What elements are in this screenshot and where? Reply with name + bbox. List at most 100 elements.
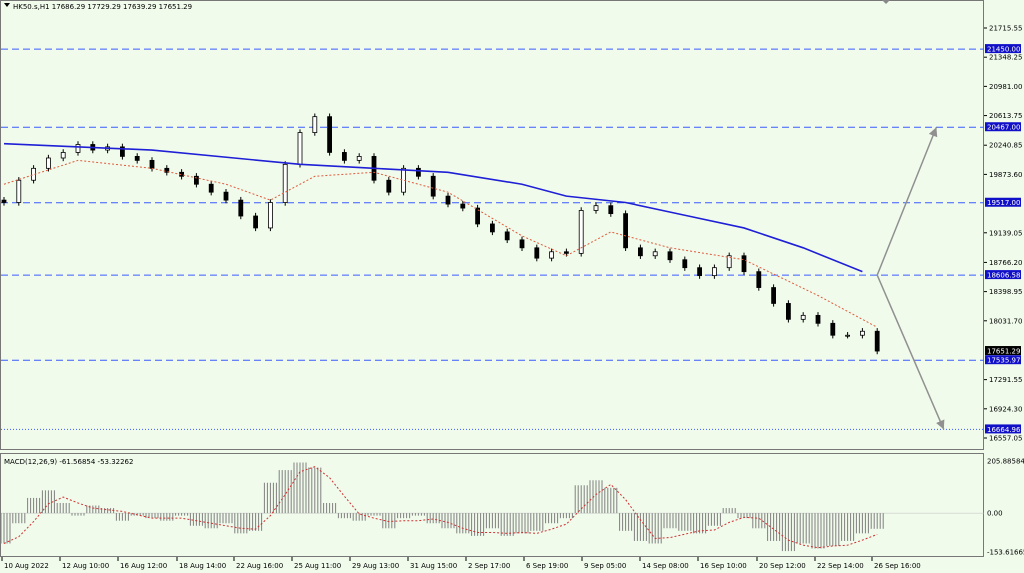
last-price-tag (985, 346, 1021, 356)
macd-signal-line (3, 466, 878, 549)
candle-body (341, 152, 347, 161)
candle-body (697, 267, 702, 277)
candle-body (415, 167, 421, 177)
macd-tick-label: 0.00 (987, 510, 1003, 518)
dropdown-triangle-icon[interactable] (4, 3, 10, 7)
candle-body (786, 303, 791, 320)
level-price-label: 17535.97 (987, 357, 1020, 365)
time-tick-label: 29 Aug 13:00 (352, 562, 399, 570)
macd-tick-label: 205.88584 (987, 458, 1024, 466)
candle-body (578, 210, 584, 254)
candle-body (253, 215, 259, 229)
candle-body (519, 239, 525, 249)
candle-body (401, 167, 407, 193)
candle-body (267, 202, 273, 229)
price-tick-label: 18398.95 (989, 288, 1022, 296)
time-axis: 10 Aug 2022 12 Aug 10:00 16 Aug 12:00 18 Au… (1, 557, 921, 570)
time-tick-label: 31 Aug 15:00 (410, 562, 457, 570)
price-tick-label: 18766.20 (989, 259, 1022, 267)
symbol-info: HK50.s,H1 17686.29 17729.29 17639.29 176… (13, 3, 192, 11)
price-tick-label: 21715.55 (989, 25, 1022, 33)
time-tick-label: 22 Sep 14:00 (817, 562, 864, 570)
candle-body (652, 251, 658, 257)
projection-layer (876, 126, 945, 430)
candle-body (726, 255, 732, 269)
candle-body (623, 213, 628, 249)
candle-body (682, 259, 688, 269)
time-tick-label: 12 Aug 10:00 (62, 562, 109, 570)
price-tick-label: 18031.70 (989, 317, 1022, 325)
level-price-tag (985, 424, 1021, 434)
time-tick-label: 16 Sep 10:00 (700, 562, 747, 570)
candle-body (327, 116, 333, 153)
level-price-label: 18606.58 (987, 272, 1020, 280)
time-tick-label: 2 Sep 17:00 (468, 562, 510, 570)
price-tick-label: 20613.75 (989, 112, 1022, 120)
candle-body (489, 223, 495, 233)
macd-layer (0, 462, 984, 552)
candle-body (282, 163, 288, 203)
level-price-label: 19517.00 (987, 199, 1020, 207)
macd-info: MACD(12,26,9) -61.56854 -53.32262 (4, 458, 133, 466)
projection-arrow (876, 126, 938, 276)
candle-body (712, 267, 717, 277)
price-tick-label: 19139.05 (989, 229, 1022, 237)
candle-body (223, 191, 229, 201)
candle-body (667, 251, 673, 261)
candle-body (845, 334, 850, 337)
candle-body (860, 330, 865, 336)
candle-body (549, 251, 554, 259)
macd-tick-label: -153.61665 (987, 549, 1024, 557)
candle-body (504, 231, 510, 241)
candle-body (815, 314, 821, 324)
price-tick-label: 19873.60 (989, 171, 1022, 179)
candle-body (534, 247, 540, 259)
candle-body (593, 205, 599, 211)
candle-body (756, 271, 762, 288)
candle-body (134, 156, 140, 161)
time-tick-label: 18 Aug 14:00 (179, 562, 226, 570)
candle-body (46, 157, 51, 169)
time-tick-label: 22 Aug 16:00 (236, 562, 283, 570)
candles-layer (1, 113, 880, 355)
time-tick-label: 6 Sep 19:00 (526, 562, 568, 570)
candle-body (771, 287, 776, 304)
level-price-label: 16664.96 (987, 426, 1021, 434)
candle-body (430, 175, 436, 197)
time-tick-label: 14 Sep 08:00 (642, 562, 689, 570)
ma-slow-line (3, 142, 863, 273)
candle-body (475, 207, 481, 225)
time-tick-label: 26 Sep 16:00 (874, 562, 921, 570)
level-price-label: 20467.00 (987, 124, 1020, 132)
time-tick-label: 16 Aug 12:00 (120, 562, 167, 570)
time-tick-label: 10 Aug 2022 (4, 562, 49, 570)
projection-arrow (876, 274, 945, 430)
price-tick-label: 16924.30 (989, 405, 1022, 413)
main-pane-border (0, 0, 984, 450)
candle-body (149, 159, 155, 169)
levels-layer (1, 48, 984, 430)
candle-body (164, 167, 170, 173)
candle-body (608, 205, 614, 215)
candle-body (208, 183, 214, 193)
candle-body (386, 179, 392, 193)
candle-body (16, 179, 22, 203)
candle-body (741, 255, 747, 273)
candle-body (830, 322, 836, 336)
candle-body (120, 146, 125, 157)
time-tick-label: 20 Sep 12:00 (759, 562, 806, 570)
time-tick-label: 9 Sep 05:00 (584, 562, 626, 570)
candle-body (564, 251, 569, 254)
moving-averages-layer (3, 142, 878, 328)
candle-body (60, 152, 66, 159)
candle-body (445, 195, 451, 205)
time-tick-label: 25 Aug 11:00 (294, 562, 341, 570)
candle-body (638, 247, 643, 257)
macd-pane-border (0, 453, 984, 557)
candle-body (800, 314, 806, 320)
price-tick-label: 20240.85 (989, 142, 1022, 150)
candle-body (1, 199, 7, 203)
chart-shift-marker-icon[interactable] (882, 0, 890, 4)
